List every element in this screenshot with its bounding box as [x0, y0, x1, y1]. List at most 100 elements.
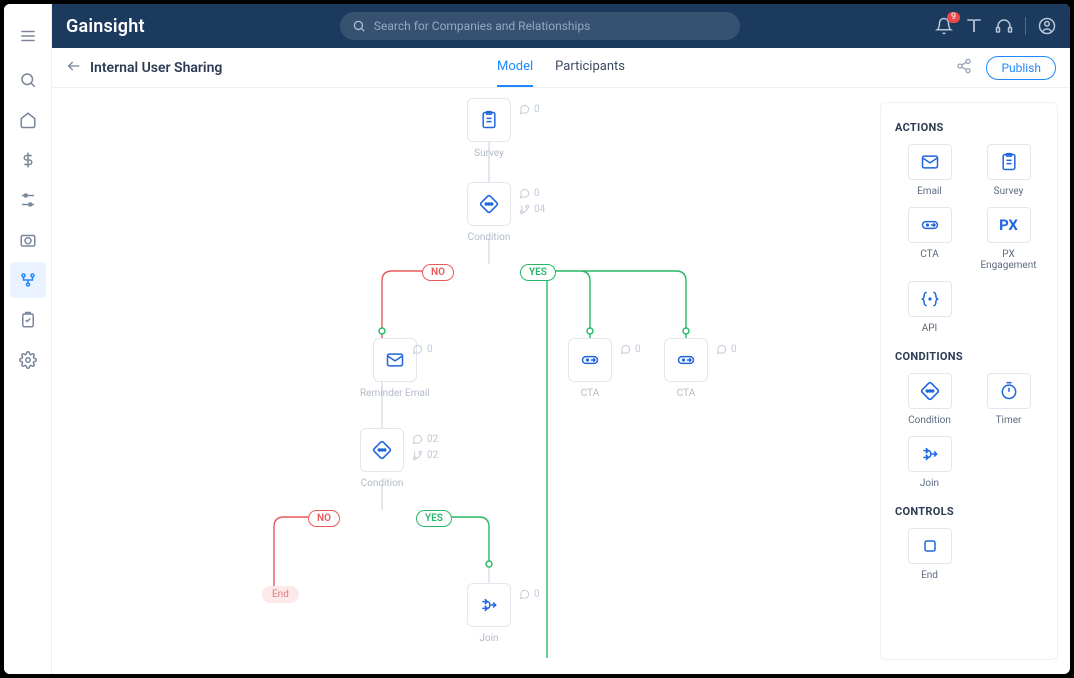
share-icon[interactable] — [956, 58, 972, 78]
survey-icon — [987, 144, 1031, 180]
survey-icon — [467, 98, 511, 142]
palette-item-join[interactable]: Join — [895, 436, 964, 489]
app-root: Gainsight 9 Internal User Sharing — [4, 4, 1070, 674]
notifications-icon[interactable]: 9 — [935, 17, 953, 35]
book-icon[interactable] — [965, 17, 983, 35]
clipboard-icon[interactable] — [10, 302, 46, 338]
brand-logo: Gainsight — [66, 16, 145, 37]
palette-item-label: End — [921, 570, 938, 581]
palette-panel: ACTIONS Email Survey CTA PX PX Engagement API C… — [880, 102, 1058, 660]
divider — [1025, 17, 1026, 35]
api-icon — [908, 281, 952, 317]
palette-section-title: CONDITIONS — [895, 350, 1043, 363]
subheader: Internal User Sharing Model Participants… — [52, 48, 1070, 88]
node-meta: 0 — [716, 344, 737, 355]
timer-icon — [987, 373, 1031, 409]
condition-icon — [360, 428, 404, 472]
cta-icon — [568, 338, 612, 382]
palette-item-cta[interactable]: CTA — [895, 207, 964, 271]
end-icon — [908, 528, 952, 564]
palette-item-condition[interactable]: Condition — [895, 373, 964, 426]
join-icon — [467, 583, 511, 627]
node-label: Survey — [474, 148, 504, 159]
palette-item-label: Timer — [996, 415, 1022, 426]
branch-pill-no: NO — [308, 510, 340, 527]
palette-item-timer[interactable]: Timer — [974, 373, 1043, 426]
cta-icon — [664, 338, 708, 382]
global-search[interactable] — [340, 12, 740, 40]
palette-item-mail[interactable]: Email — [895, 144, 964, 197]
node-meta: 0 — [620, 344, 641, 355]
branch-pill-yes: YES — [416, 510, 452, 527]
node-meta: 0 — [519, 104, 540, 115]
left-rail — [4, 4, 52, 674]
back-button[interactable] — [66, 58, 82, 78]
tabs: Model Participants — [497, 48, 625, 87]
search-input[interactable] — [374, 19, 728, 33]
node-label: Condition — [361, 478, 404, 489]
branch-pill-no: NO — [422, 264, 454, 281]
main-column: Gainsight 9 Internal User Sharing — [52, 4, 1070, 674]
palette-item-label: Join — [920, 478, 939, 489]
palette-item-survey[interactable]: Survey — [974, 144, 1043, 197]
palette-item-label: Condition — [908, 415, 951, 426]
node-label: CTA — [677, 388, 695, 399]
tab-model[interactable]: Model — [497, 48, 533, 87]
node-meta: 02 — [412, 450, 438, 461]
node-label: CTA — [581, 388, 599, 399]
branch-pill-yes: YES — [520, 264, 556, 281]
node-survey[interactable]: Survey — [467, 98, 511, 159]
node-meta: 02 — [412, 434, 438, 445]
topbar: Gainsight 9 — [52, 4, 1070, 48]
palette-item-label: Email — [917, 186, 942, 197]
notification-badge: 9 — [947, 12, 960, 23]
palette-item-api[interactable]: API — [895, 281, 964, 334]
palette-item-end[interactable]: End — [895, 528, 964, 581]
node-label: Join — [479, 633, 498, 644]
palette-item-label: Survey — [994, 186, 1024, 197]
flow-canvas[interactable]: Survey 0 Condition 0 04 Reminder Email 0 CT… — [52, 88, 880, 674]
px-icon: PX — [987, 207, 1031, 243]
sliders-icon[interactable] — [10, 182, 46, 218]
search-icon[interactable] — [10, 62, 46, 98]
node-join[interactable]: Join — [467, 583, 511, 644]
node-cond2[interactable]: Condition — [360, 428, 404, 489]
palette-item-label: PX Engagement — [974, 249, 1043, 271]
flow-edges — [52, 88, 880, 674]
palette-item-label: CTA — [920, 249, 938, 260]
join-icon — [908, 436, 952, 472]
journey-icon[interactable] — [10, 262, 46, 298]
topbar-actions: 9 — [935, 17, 1056, 35]
palette-section-title: CONTROLS — [895, 505, 1043, 518]
condition-icon — [467, 182, 511, 226]
palette-section-title: ACTIONS — [895, 121, 1043, 134]
gear-icon[interactable] — [10, 342, 46, 378]
condition-icon — [908, 373, 952, 409]
tab-participants[interactable]: Participants — [555, 48, 625, 87]
node-cond1[interactable]: Condition — [467, 182, 511, 243]
palette-item-px[interactable]: PX PX Engagement — [974, 207, 1043, 271]
cta-icon — [908, 207, 952, 243]
node-meta: 0 — [519, 188, 540, 199]
home-icon[interactable] — [10, 102, 46, 138]
publish-button[interactable]: Publish — [986, 56, 1056, 80]
profile-icon[interactable] — [1038, 17, 1056, 35]
menu-toggle[interactable] — [10, 14, 46, 58]
mail-icon — [908, 144, 952, 180]
node-meta: 0 — [519, 589, 540, 600]
mail-icon — [373, 338, 417, 382]
node-cta2[interactable]: CTA — [664, 338, 708, 399]
dollar-icon[interactable] — [10, 142, 46, 178]
camera-icon[interactable] — [10, 222, 46, 258]
content: Survey 0 Condition 0 04 Reminder Email 0 CT… — [52, 88, 1070, 674]
palette-item-label: API — [922, 323, 938, 334]
node-label: Condition — [468, 232, 511, 243]
node-meta: 0 — [412, 344, 433, 355]
node-cta1[interactable]: CTA — [568, 338, 612, 399]
page-title: Internal User Sharing — [90, 60, 222, 76]
node-meta: 04 — [519, 204, 545, 215]
node-end[interactable]: End — [262, 586, 299, 603]
support-icon[interactable] — [995, 17, 1013, 35]
node-label: Reminder Email — [360, 388, 430, 399]
search-icon — [352, 19, 366, 33]
